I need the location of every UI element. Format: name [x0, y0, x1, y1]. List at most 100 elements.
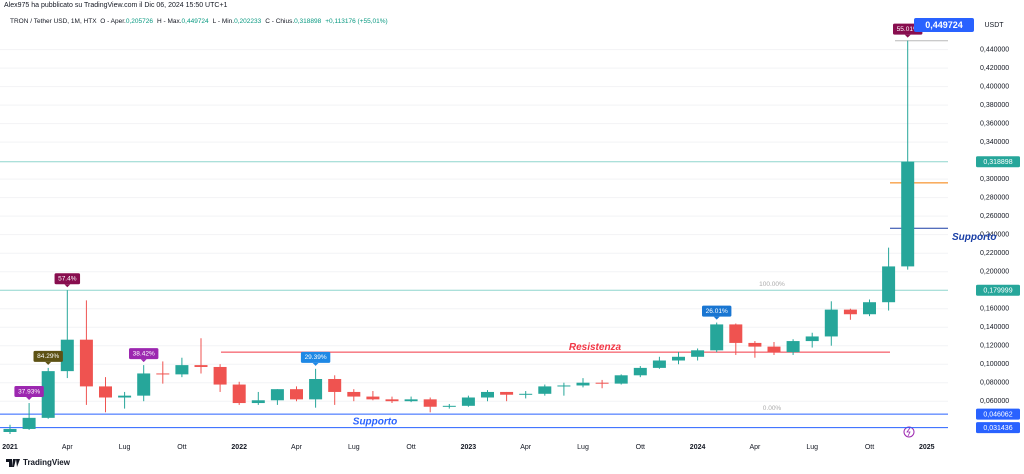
candle-body: [481, 391, 494, 398]
x-tick-label: Ott: [865, 444, 874, 451]
x-tick-label: Apr: [291, 444, 303, 451]
footer: TradingView: [6, 458, 70, 467]
callout-label: 26.01%: [706, 308, 728, 315]
y-tick-label: 0,380000: [980, 102, 1009, 109]
candle-body: [901, 161, 915, 267]
ohlc-items: O - Aper.0,205726 H - Max.0,449724 L - Min…: [100, 18, 325, 25]
x-tick-label: Apr: [62, 444, 74, 451]
price-badge-label: 0,179999: [983, 288, 1012, 295]
candle-body: [748, 342, 762, 347]
callout-label: 57.4%: [58, 275, 77, 282]
fib-label: 0.00%: [763, 405, 782, 412]
callout-label: 55.01%: [897, 26, 919, 33]
price-badge: [976, 284, 1020, 296]
y-tick-label: 0,400000: [980, 84, 1009, 91]
price-badge-label: 0,449724: [925, 20, 963, 30]
callout-pointer: [45, 361, 52, 365]
callout-pointer: [26, 397, 33, 401]
legend: TRON / Tether USD, 1M, HTX O - Aper.0,20…: [10, 18, 392, 25]
x-tick-label: Lug: [577, 444, 589, 451]
candle-body: [79, 339, 93, 387]
currency: USDT: [984, 22, 1004, 29]
candle-body: [347, 391, 361, 397]
price-badge-label: 0,046062: [983, 411, 1012, 418]
y-tick-label: 0,340000: [980, 139, 1009, 146]
x-tick-label: Lug: [806, 444, 818, 451]
price-badge: [914, 18, 974, 32]
y-tick-label: 0,100000: [980, 361, 1009, 368]
fib-label: 100.00%: [759, 281, 785, 288]
ohlc-key: C - Chius.: [265, 18, 295, 25]
y-tick-label: 0,200000: [980, 269, 1009, 276]
candle-body: [843, 309, 857, 315]
candle-body: [652, 360, 666, 368]
price-badge-label: 0,031436: [983, 425, 1012, 432]
callout-label: 29.39%: [305, 354, 327, 361]
y-tick-label: 0,080000: [980, 380, 1009, 387]
callout-box: [702, 305, 732, 317]
candle-body: [576, 382, 590, 386]
y-tick-label: 0,240000: [980, 232, 1009, 239]
candle-body: [786, 341, 800, 353]
y-tick-label: 0,140000: [980, 324, 1009, 331]
candle-body: [41, 371, 55, 418]
candle-body: [461, 397, 475, 406]
candle-body: [519, 393, 533, 395]
callout-pointer: [713, 316, 720, 320]
candle-body: [672, 356, 685, 361]
y-tick-label: 0,360000: [980, 121, 1009, 128]
candle-body: [442, 405, 456, 407]
x-tick-label: Lug: [348, 444, 360, 451]
candle-body: [710, 324, 724, 351]
candle-body: [538, 386, 552, 394]
callout-label: 84.29%: [37, 353, 59, 360]
candle-body: [767, 346, 781, 353]
candle-body: [251, 400, 265, 404]
y-tick-label: 0,440000: [980, 47, 1009, 54]
candle-body: [290, 389, 303, 400]
callout-box: [33, 350, 63, 362]
candle-body: [633, 367, 647, 376]
x-tick-label: Apr: [520, 444, 532, 451]
candle-body: [729, 324, 743, 343]
candle-body: [404, 399, 418, 402]
ohlc-key: O - Aper.: [100, 18, 126, 25]
callout-pointer: [140, 359, 147, 363]
x-tick-label: Lug: [119, 444, 131, 451]
candle-body: [270, 389, 284, 401]
ohlc-value: 0,318898: [294, 18, 322, 25]
callout-box: [54, 273, 81, 285]
ohlc-key: L - Min.: [212, 18, 235, 25]
y-tick-label: 0,420000: [980, 65, 1009, 72]
candle-body: [309, 378, 323, 400]
price-badge-label: 0,318898: [983, 159, 1012, 166]
event-icon[interactable]: [903, 426, 915, 438]
x-tick-label: 2023: [461, 444, 477, 451]
ohlc-value: 0,205726: [125, 18, 153, 25]
candle-body: [805, 336, 819, 342]
candle-body: [99, 386, 112, 398]
callout-pointer: [312, 362, 319, 366]
candle-body: [3, 428, 17, 433]
callout-pointer: [64, 284, 71, 288]
price-badge: [976, 422, 1020, 434]
x-tick-label: 2024: [690, 444, 706, 451]
candle-body: [137, 373, 151, 396]
callout-box: [14, 386, 44, 398]
candle-body: [328, 378, 342, 392]
ohlc-value: 0,449724: [181, 18, 209, 25]
x-tick-label: 2025: [919, 444, 935, 451]
callout-label: 37.93%: [18, 388, 40, 395]
candle-body: [156, 373, 170, 375]
candle-body: [60, 339, 74, 372]
ohlc-value: 0,202233: [234, 18, 262, 25]
candle-body: [175, 365, 189, 375]
candle-body: [882, 266, 896, 303]
callout-label: 38.42%: [133, 350, 155, 357]
price-badge: [976, 408, 1020, 420]
level-label: Supporto: [952, 232, 996, 243]
candle-body: [232, 384, 246, 404]
event-bolt: [906, 427, 911, 437]
